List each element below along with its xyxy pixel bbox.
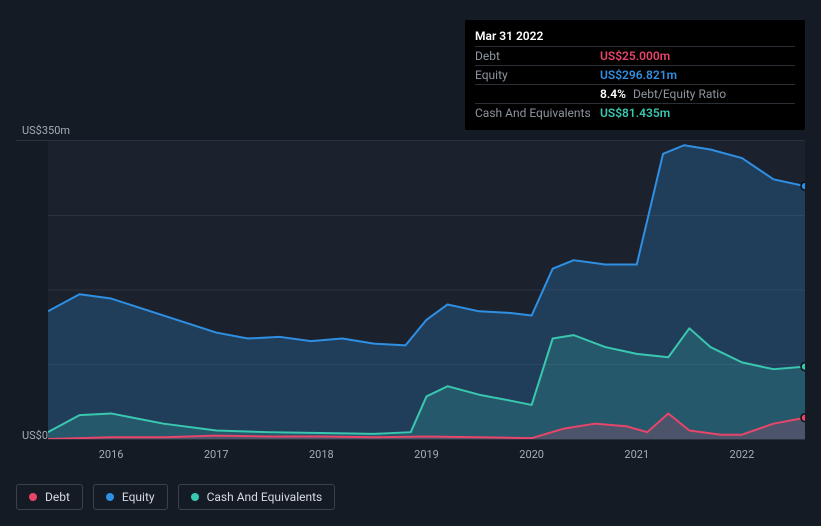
chart-tooltip: Mar 31 2022 DebtUS$25.000mEquityUS$296.8… (465, 20, 805, 130)
legend-label: Equity (122, 490, 155, 504)
x-axis-tick: 2018 (309, 448, 334, 461)
tooltip-value: 8.4% Debt/Equity Ratio (600, 87, 726, 101)
legend-label: Cash And Equivalents (207, 490, 323, 504)
tooltip-value: US$296.821m (600, 68, 677, 82)
legend-item[interactable]: Cash And Equivalents (178, 484, 336, 510)
x-axis-tick: 2021 (624, 448, 649, 461)
legend-item[interactable]: Equity (93, 484, 168, 510)
tooltip-extra: Debt/Equity Ratio (630, 87, 726, 101)
legend-dot-icon (191, 493, 199, 501)
x-axis-tick: 2016 (99, 448, 124, 461)
tooltip-value: US$25.000m (600, 49, 670, 63)
legend: Debt Equity Cash And Equivalents (16, 484, 335, 510)
tooltip-row: 8.4% Debt/Equity Ratio (475, 84, 795, 103)
x-axis-tick: 2022 (730, 448, 755, 461)
legend-label: Debt (45, 490, 70, 504)
tooltip-row: DebtUS$25.000m (475, 46, 795, 65)
x-axis-labels: 2016 2017 2018 2019 2020 2021 2022 (48, 448, 805, 462)
tooltip-label (475, 87, 600, 101)
x-axis-tick: 2017 (204, 448, 229, 461)
y-axis-label-max: US$350m (22, 124, 70, 137)
tooltip-row: EquityUS$296.821m (475, 65, 795, 84)
tooltip-label: Equity (475, 68, 600, 82)
legend-item[interactable]: Debt (16, 484, 83, 510)
legend-dot-icon (29, 493, 37, 501)
tooltip-value: US$81.435m (600, 106, 670, 120)
tooltip-label: Cash And Equivalents (475, 106, 600, 120)
chart-area: US$350m US$0 2016 2017 2018 2019 2020 2021 202… (0, 120, 821, 470)
legend-dot-icon (106, 493, 114, 501)
x-axis-tick: 2020 (519, 448, 544, 461)
plot-region[interactable] (48, 140, 805, 440)
y-axis-label-min: US$0 (22, 429, 48, 442)
x-axis-tick: 2019 (414, 448, 439, 461)
tooltip-label: Debt (475, 49, 600, 63)
series-svg (48, 141, 805, 439)
tooltip-date: Mar 31 2022 (475, 26, 795, 46)
